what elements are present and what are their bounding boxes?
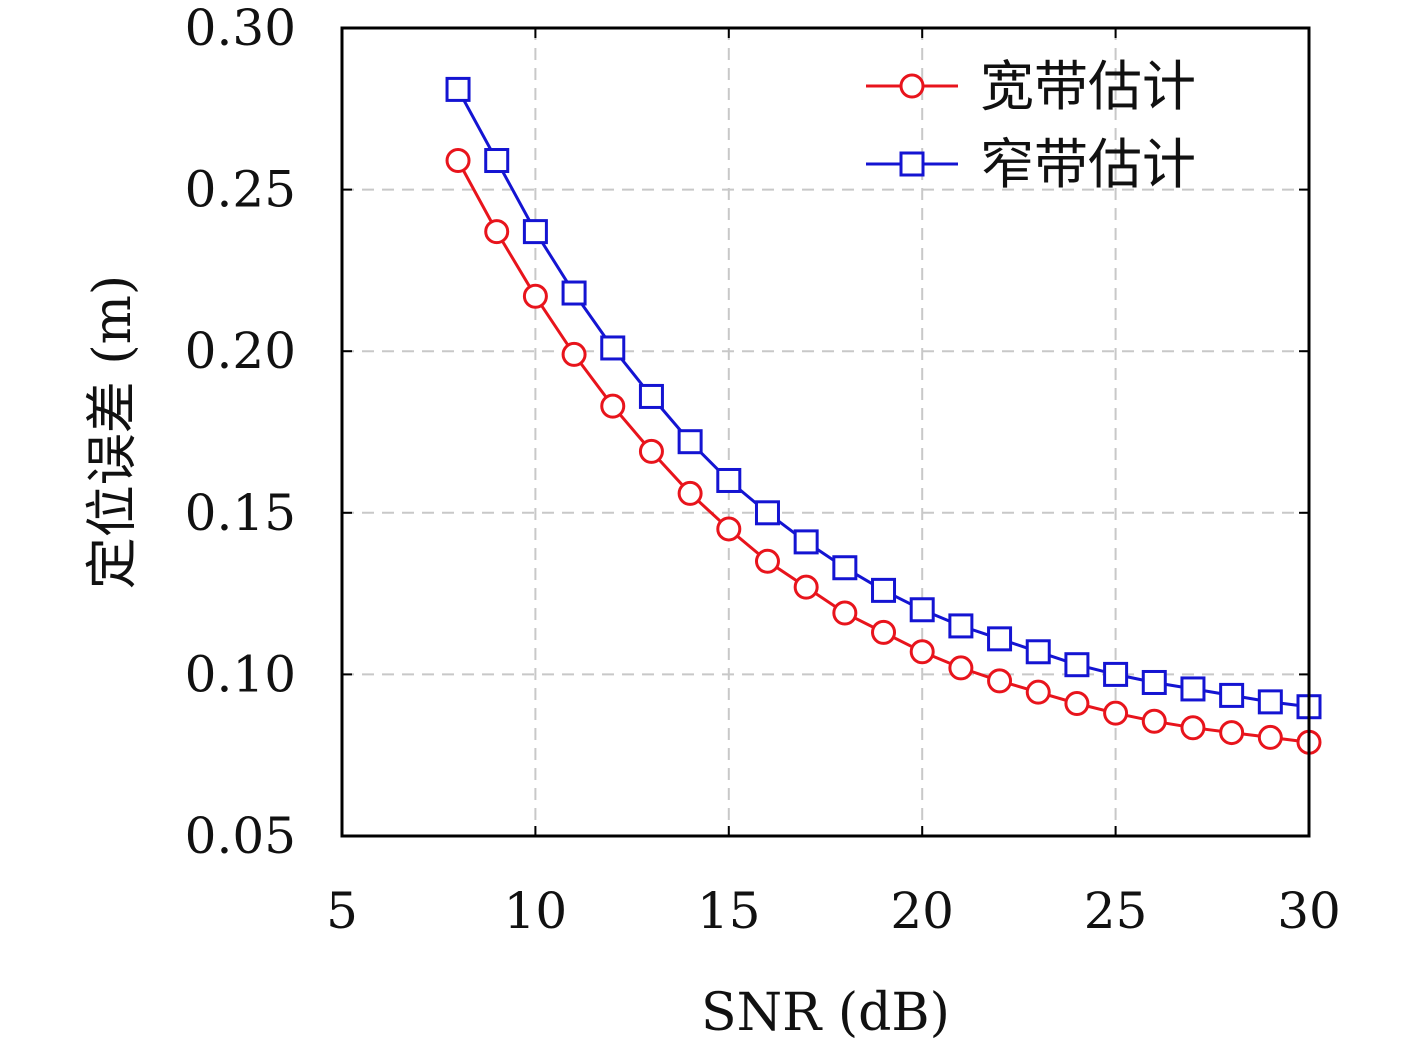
data-point-wideband [832, 600, 858, 626]
plot-frame [340, 26, 1311, 838]
data-point-narrowband [1141, 669, 1167, 695]
data-point-narrowband [522, 219, 548, 245]
data-point-narrowband [1219, 682, 1245, 708]
x-tick-label: 20 [890, 882, 954, 940]
data-point-narrowband [677, 429, 703, 455]
data-point-wideband [600, 393, 626, 419]
data-point-narrowband [832, 555, 858, 581]
data-point-wideband [1141, 708, 1167, 734]
y-tick-label: 0.30 [185, 0, 296, 57]
data-point-narrowband [600, 335, 626, 361]
data-point-wideband [909, 639, 935, 665]
x-tick-label: 25 [1084, 882, 1148, 940]
legend-marker-wideband [899, 73, 925, 99]
legend-entry-wideband: 宽带估计 [866, 55, 1196, 118]
data-point-narrowband [948, 613, 974, 639]
legend-label-wideband: 宽带估计 [980, 55, 1196, 118]
data-point-narrowband [1064, 652, 1090, 678]
legend-label-narrowband: 窄带估计 [980, 133, 1196, 196]
data-point-wideband [793, 574, 819, 600]
data-point-narrowband [716, 467, 742, 493]
x-tick-label: 15 [697, 882, 761, 940]
legend: 宽带估计 窄带估计 [866, 55, 1196, 196]
y-axis-title: 定位误差 (m) [83, 275, 143, 589]
data-point-wideband [754, 548, 780, 574]
data-point-narrowband [561, 280, 587, 306]
series-layer [445, 76, 1322, 755]
data-point-wideband [1025, 679, 1051, 705]
data-point-wideband [522, 283, 548, 309]
data-point-narrowband [793, 529, 819, 555]
data-point-wideband [677, 480, 703, 506]
y-tick-label: 0.15 [185, 484, 296, 542]
x-axis-title: SNR (dB) [701, 983, 950, 1043]
x-tick-label: 30 [1277, 882, 1341, 940]
y-tick-label: 0.05 [185, 807, 296, 865]
data-point-narrowband [1180, 676, 1206, 702]
data-point-wideband [987, 668, 1013, 694]
series-line-wideband [456, 159, 1310, 744]
y-tick-label: 0.20 [185, 322, 296, 380]
y-tick-label: 0.25 [185, 161, 296, 219]
data-point-wideband [1219, 720, 1245, 746]
tick-labels: 5 10 15 20 25 30 0.05 0.10 0.15 0.20 0.25 0.30 [185, 0, 1341, 940]
data-point-wideband [484, 219, 510, 245]
data-point-wideband [638, 438, 664, 464]
legend-marker-narrowband [899, 151, 925, 177]
data-point-narrowband [484, 148, 510, 174]
x-tick-label: 10 [504, 882, 568, 940]
x-tick-label: 5 [326, 882, 358, 940]
legend-entry-narrowband: 窄带估计 [866, 133, 1196, 196]
data-point-wideband [445, 148, 471, 174]
data-point-narrowband [754, 500, 780, 526]
data-point-narrowband [871, 577, 897, 603]
data-point-narrowband [909, 597, 935, 623]
data-point-wideband [716, 516, 742, 542]
data-point-narrowband [1103, 661, 1129, 687]
data-point-wideband [1103, 700, 1129, 726]
data-point-wideband [1064, 690, 1090, 716]
data-point-wideband [561, 341, 587, 367]
data-point-narrowband [638, 383, 664, 409]
data-point-wideband [948, 655, 974, 681]
data-point-narrowband [987, 626, 1013, 652]
data-point-narrowband [445, 76, 471, 102]
data-point-wideband [1257, 724, 1283, 750]
data-point-wideband [1180, 715, 1206, 741]
y-tick-label: 0.10 [185, 645, 296, 703]
axis-ticks [341, 27, 1310, 837]
data-point-wideband [871, 619, 897, 645]
data-point-narrowband [1257, 689, 1283, 715]
data-point-narrowband [1025, 639, 1051, 665]
